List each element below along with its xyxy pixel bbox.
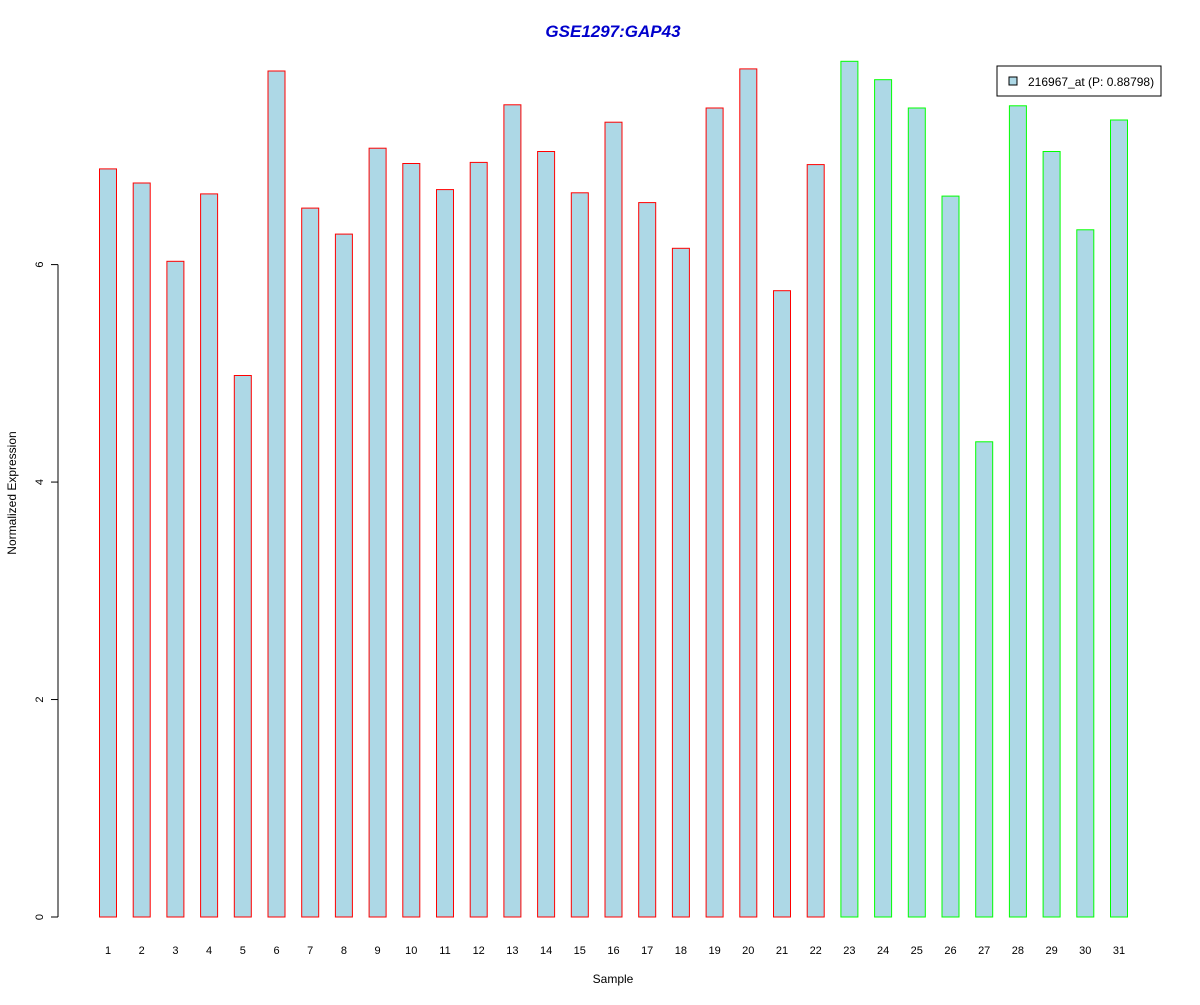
bar-sample-31	[1110, 119, 1128, 918]
x-tick-label: 28	[1012, 945, 1024, 957]
x-tick-label: 30	[1079, 945, 1091, 957]
legend-label: 216967_at (P: 0.88798)	[1028, 75, 1154, 89]
bar-sample-11	[436, 189, 454, 918]
bar-sample-20	[739, 68, 758, 918]
x-tick-label: 23	[843, 945, 855, 957]
x-tick-label: 22	[810, 945, 822, 957]
x-tick-label: 17	[641, 945, 653, 957]
legend: 216967_at (P: 0.88798)	[996, 65, 1162, 97]
bar-sample-23	[840, 60, 859, 918]
bar-sample-10	[402, 163, 421, 918]
x-tick-label: 29	[1045, 945, 1057, 957]
bar-sample-17	[638, 202, 657, 918]
bar-sample-24	[874, 79, 893, 918]
bar-sample-29	[1042, 151, 1061, 918]
bar-sample-30	[1076, 229, 1095, 918]
x-tick-label: 24	[877, 945, 889, 957]
x-tick-label: 10	[405, 945, 417, 957]
chart-title: GSE1297:GAP43	[545, 22, 681, 41]
bar-sample-2	[132, 182, 151, 918]
bar-sample-18	[671, 247, 690, 918]
x-tick-label: 2	[139, 945, 145, 957]
bar-sample-1	[99, 168, 117, 918]
bar-sample-15	[570, 192, 589, 918]
bar-sample-4	[200, 193, 219, 918]
x-tick-label: 1	[105, 945, 111, 957]
x-tick-label: 31	[1113, 945, 1125, 957]
bars-group	[99, 60, 1128, 918]
x-tick-label: 15	[574, 945, 586, 957]
bar-sample-13	[503, 104, 522, 918]
x-tick-label: 4	[206, 945, 212, 957]
y-tick-label: 6	[34, 262, 46, 268]
bar-sample-22	[806, 164, 825, 918]
bar-sample-8	[334, 233, 353, 918]
y-tick-label: 0	[34, 914, 46, 920]
x-tick-label: 7	[307, 945, 313, 957]
bar-sample-12	[469, 161, 488, 918]
bar-sample-16	[604, 121, 623, 918]
bar-sample-9	[368, 147, 387, 918]
bar-sample-14	[537, 151, 556, 918]
x-tick-label: 21	[776, 945, 788, 957]
x-tick-labels: 1 2 3 4 5 6 7 8 9 10 11 12 13 14 15 16 17 18 19 20 21 22 23 24 2…	[105, 945, 1125, 957]
x-tick-label: 16	[607, 945, 619, 957]
x-axis-label: Sample	[593, 972, 634, 986]
x-tick-label: 6	[273, 945, 279, 957]
y-axis-label: Normalized Expression	[5, 431, 19, 554]
bar-sample-19	[705, 107, 724, 918]
x-tick-label: 13	[506, 945, 518, 957]
bar-sample-25	[907, 107, 926, 918]
x-tick-label: 26	[944, 945, 956, 957]
bar-sample-6	[267, 70, 286, 918]
x-tick-label: 12	[473, 945, 485, 957]
x-tick-label: 14	[540, 945, 552, 957]
legend-swatch	[1008, 76, 1018, 86]
bar-sample-7	[301, 207, 320, 918]
x-tick-label: 3	[172, 945, 178, 957]
x-tick-label: 18	[675, 945, 687, 957]
x-tick-label: 9	[375, 945, 381, 957]
x-tick-label: 20	[742, 945, 754, 957]
y-tick-label: 4	[34, 479, 46, 485]
bar-sample-26	[941, 195, 960, 918]
bar-sample-28	[1008, 105, 1027, 918]
x-tick-label: 11	[439, 945, 450, 957]
bar-sample-5	[233, 375, 252, 918]
x-tick-label: 5	[240, 945, 246, 957]
bar-sample-3	[166, 260, 185, 918]
x-tick-label: 27	[978, 945, 990, 957]
bar-sample-27	[975, 441, 994, 918]
bar-sample-21	[773, 290, 791, 918]
x-tick-label: 19	[708, 945, 720, 957]
legend-box	[996, 65, 1162, 97]
y-axis: 0 2 4 6	[34, 262, 59, 920]
x-tick-label: 8	[341, 945, 347, 957]
x-tick-label: 25	[911, 945, 923, 957]
y-tick-label: 2	[34, 696, 46, 702]
